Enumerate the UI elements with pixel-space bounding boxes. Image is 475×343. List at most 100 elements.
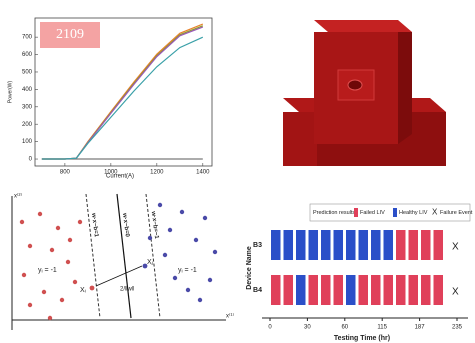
y-axis-label: x⁽²⁾ xyxy=(14,193,22,200)
page: {"chart_data": [ {"type": "line", "label… xyxy=(0,0,475,343)
class-point xyxy=(73,280,77,284)
y-axis-title: Power(W) xyxy=(7,81,13,104)
status-bar xyxy=(296,230,306,260)
x-tick-label: 235 xyxy=(452,325,463,331)
status-bar xyxy=(284,275,294,305)
status-bar xyxy=(409,230,419,260)
status-bar xyxy=(434,275,444,305)
status-bar xyxy=(334,275,344,305)
status-bar xyxy=(296,275,306,305)
tower-top xyxy=(314,20,412,32)
base-left xyxy=(283,112,317,166)
margin-width: 2/‖w‖ xyxy=(120,287,134,293)
y-tick-label: 300 xyxy=(22,104,33,110)
y-tick-label: 500 xyxy=(22,70,33,76)
class-point xyxy=(28,244,32,248)
margin-arrow xyxy=(96,266,142,286)
tower-side xyxy=(398,32,412,144)
x-tick-label: 60 xyxy=(341,325,348,331)
legend-label: Failed LIV xyxy=(360,210,385,216)
failure-marker: X xyxy=(452,287,459,298)
legend-label: Failure Event xyxy=(440,210,473,216)
class-point xyxy=(68,238,72,242)
legend-swatch xyxy=(354,208,358,217)
y-tick-label: 600 xyxy=(22,52,33,58)
class-point xyxy=(148,236,152,240)
class-point xyxy=(180,210,184,214)
class-point xyxy=(208,278,212,282)
status-bar xyxy=(346,230,356,260)
status-bar xyxy=(396,230,406,260)
class-point xyxy=(20,220,24,224)
svm-diagram: x⁽²⁾ x⁽¹⁾ w·x−b=1 w·x−b=0 w·x−b=−1 yᵢ = … xyxy=(12,193,234,330)
class-point xyxy=(50,248,54,252)
y-tick-label: 200 xyxy=(22,122,33,128)
status-bar xyxy=(359,275,369,305)
x-axis-title: Testing Time (hr) xyxy=(334,335,390,342)
y-tick-label: 100 xyxy=(22,139,33,145)
y-tick-label: 700 xyxy=(22,35,33,41)
support-vector xyxy=(143,264,148,269)
status-bar xyxy=(384,275,394,305)
status-bar xyxy=(309,275,319,305)
status-bar xyxy=(359,230,369,260)
support-vector xyxy=(90,286,95,291)
status-bar xyxy=(271,275,281,305)
status-bar xyxy=(371,230,381,260)
status-bar xyxy=(421,275,431,305)
legend-label: Healthy LIV xyxy=(399,210,428,216)
device-render xyxy=(283,20,446,166)
failure-marker: X xyxy=(452,242,459,253)
x-tick-label: 1400 xyxy=(196,170,210,176)
class-point xyxy=(56,226,60,230)
port-hole xyxy=(348,80,362,90)
status-bar xyxy=(421,230,431,260)
x-tick-label: 1200 xyxy=(150,170,164,176)
legend-title: Prediction results xyxy=(313,210,355,216)
class-point xyxy=(66,260,70,264)
status-bar xyxy=(346,275,356,305)
status-bar xyxy=(434,230,444,260)
class-point xyxy=(38,212,42,216)
class-point xyxy=(78,220,82,224)
class-point xyxy=(194,238,198,242)
class-point xyxy=(203,216,207,220)
legend-swatch xyxy=(393,208,397,217)
status-bar xyxy=(321,230,331,260)
class-point xyxy=(163,253,167,257)
class-point xyxy=(60,298,64,302)
class-label: yᵢ = -1 xyxy=(38,267,57,274)
x-tick-label: 800 xyxy=(60,170,71,176)
class-point xyxy=(186,288,190,292)
class-point xyxy=(48,316,52,320)
x-tick-label: 187 xyxy=(415,325,426,331)
status-bar xyxy=(396,275,406,305)
x-axis-label: x⁽¹⁾ xyxy=(226,313,234,320)
point-label: Xⱼ xyxy=(147,259,153,266)
y-tick-label: B4 xyxy=(253,287,262,294)
y-axis-title: Device Name xyxy=(246,246,253,290)
y-tick-label: 0 xyxy=(29,157,33,163)
status-bar xyxy=(271,230,281,260)
margin-label: w·x−b=1 xyxy=(90,212,99,238)
status-bar xyxy=(409,275,419,305)
class-point xyxy=(168,228,172,232)
margin-label: w·x−b=0 xyxy=(121,212,130,238)
x-tick-label: 1000 xyxy=(104,170,118,176)
class-point xyxy=(158,203,162,207)
point-label: Xᵢ xyxy=(80,287,86,294)
y-tick-label: B3 xyxy=(253,242,262,249)
class-label: yᵢ = -1 xyxy=(178,267,197,274)
legend-marker: X xyxy=(432,208,438,217)
class-point xyxy=(42,290,46,294)
status-bar xyxy=(309,230,319,260)
status-bar xyxy=(371,275,381,305)
x-tick-label: 115 xyxy=(377,325,387,331)
chart-label: 2109 xyxy=(56,27,84,42)
y-tick-label: 400 xyxy=(22,87,33,93)
status-bar xyxy=(334,230,344,260)
class-point xyxy=(22,273,26,277)
status-bar xyxy=(321,275,331,305)
class-point xyxy=(213,250,217,254)
class-point xyxy=(173,276,177,280)
